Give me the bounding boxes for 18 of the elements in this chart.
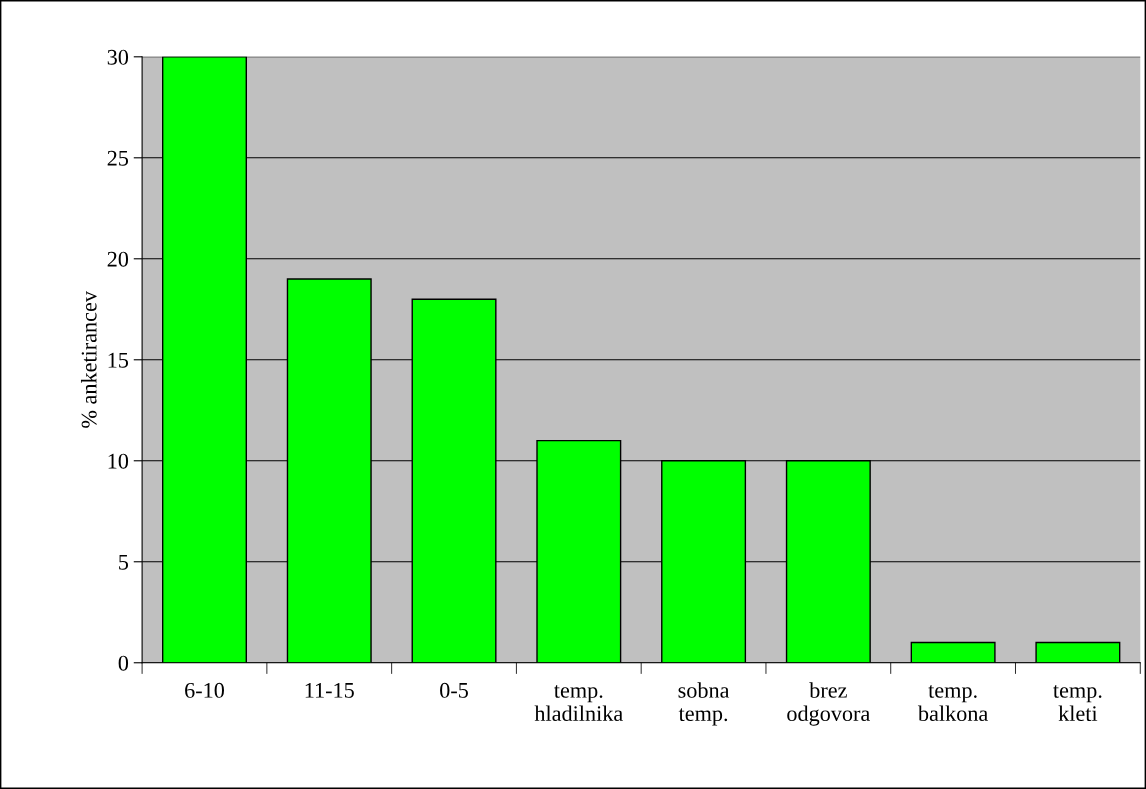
y-tick-label: 5 <box>119 554 129 570</box>
x-tick-label: 0-5 <box>440 682 468 698</box>
x-tick-label: 11-15 <box>305 682 354 698</box>
x-tick-label: temp. kleti <box>1053 685 1102 722</box>
y-tick-label: 20 <box>107 251 129 267</box>
y-tick-label: 0 <box>118 655 129 671</box>
bar <box>1035 641 1121 663</box>
bar <box>910 641 996 663</box>
y-tick-label: 25 <box>107 150 129 166</box>
x-tick-label: temp. balkona <box>917 685 988 722</box>
y-axis-title: % anketirancev <box>80 291 97 428</box>
y-tick-label: 15 <box>108 352 129 368</box>
x-tick-label: sobna temp. <box>678 682 730 726</box>
y-tick-label: 30 <box>107 49 129 65</box>
x-tick-label: 6-10 <box>185 682 225 698</box>
x-tick-label: temp. hladilnika <box>534 685 623 722</box>
y-tick-label: 10 <box>108 453 129 469</box>
x-tick-label: brez odgovora <box>787 682 870 726</box>
